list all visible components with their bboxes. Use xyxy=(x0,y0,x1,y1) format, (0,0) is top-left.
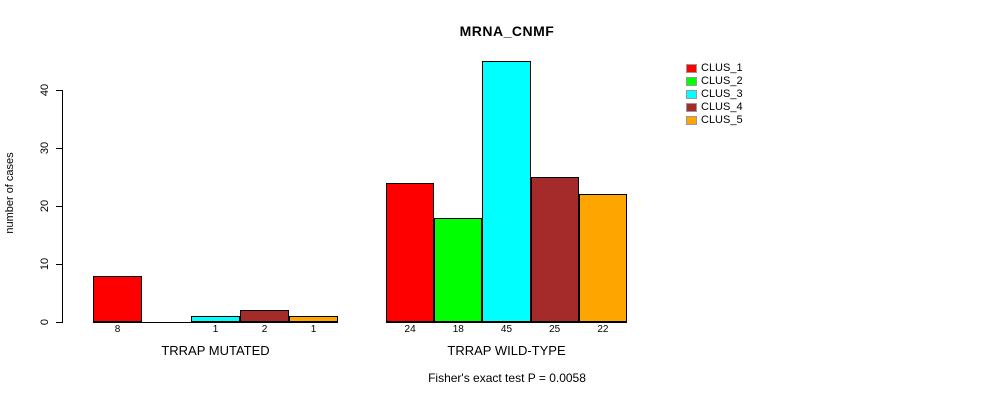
legend-swatch-icon xyxy=(686,116,697,125)
legend-label: CLUS_1 xyxy=(701,62,743,74)
legend-swatch-icon xyxy=(686,64,697,73)
y-tick-20 xyxy=(56,206,63,207)
y-tick-10 xyxy=(56,264,63,265)
y-tick-label-30: 30 xyxy=(39,141,51,155)
y-tick-40 xyxy=(56,90,63,91)
bar-group-trrap-wild-type xyxy=(386,60,627,323)
group-label-trrap-wild-type: TRRAP WILD-TYPE xyxy=(447,343,566,358)
bar-clus-4-trrap-mutated xyxy=(240,310,289,322)
bar-clus-4-trrap-wild-type xyxy=(530,177,579,322)
y-tick-label-40: 40 xyxy=(39,83,51,97)
legend-swatch-icon xyxy=(686,77,697,86)
bar-value-label-clus-5-trrap-wild-type: 22 xyxy=(597,324,609,335)
y-tick-label-0: 0 xyxy=(39,318,51,326)
legend-entry-clus-1: CLUS_1 xyxy=(686,62,743,75)
bar-clus-1-trrap-wild-type xyxy=(386,182,435,322)
bar-value-label-clus-5-trrap-mutated: 1 xyxy=(310,324,317,335)
legend-entry-clus-3: CLUS_3 xyxy=(686,88,743,101)
group-label-trrap-mutated: TRRAP MUTATED xyxy=(161,343,270,358)
bar-value-label-clus-4-trrap-wild-type: 25 xyxy=(549,324,561,335)
legend-label: CLUS_5 xyxy=(701,114,743,126)
legend-entry-clus-5: CLUS_5 xyxy=(686,114,743,127)
legend-swatch-icon xyxy=(686,90,697,99)
bar-clus-5-trrap-wild-type xyxy=(578,194,627,322)
bar-value-label-clus-3-trrap-wild-type: 45 xyxy=(500,324,513,335)
bar-clus-3-trrap-mutated xyxy=(191,316,240,322)
fisher-test-annotation: Fisher's exact test P = 0.0058 xyxy=(428,371,586,385)
legend-entry-clus-2: CLUS_2 xyxy=(686,75,743,88)
legend: CLUS_1 CLUS_2 CLUS_3 CLUS_4 CLUS_5 xyxy=(686,62,743,127)
legend-label: CLUS_2 xyxy=(701,75,743,87)
bar-value-label-clus-4-trrap-mutated: 2 xyxy=(261,324,268,335)
bar-group-trrap-mutated xyxy=(93,60,338,323)
y-tick-label-20: 20 xyxy=(39,199,51,213)
legend-swatch-icon xyxy=(686,103,697,112)
y-tick-label-10: 10 xyxy=(39,257,51,271)
legend-entry-clus-4: CLUS_4 xyxy=(686,101,743,114)
bar-value-label-clus-3-trrap-mutated: 1 xyxy=(212,324,219,335)
bar-value-label-clus-2-trrap-wild-type: 18 xyxy=(452,324,464,335)
y-axis-title: number of cases xyxy=(4,152,16,234)
bar-clus-5-trrap-mutated xyxy=(289,316,338,322)
y-tick-0 xyxy=(56,322,63,323)
bar-clus-1-trrap-mutated xyxy=(93,275,142,322)
bar-value-label-clus-1-trrap-mutated: 8 xyxy=(114,324,121,335)
legend-label: CLUS_4 xyxy=(701,101,743,113)
legend-label: CLUS_3 xyxy=(701,88,743,100)
chart-title: MRNA_CNMF xyxy=(459,23,555,39)
bar-clus-2-trrap-wild-type xyxy=(434,217,483,322)
bar-value-label-clus-1-trrap-wild-type: 24 xyxy=(404,324,416,335)
bar-clus-3-trrap-wild-type xyxy=(482,61,531,322)
y-tick-30 xyxy=(56,148,63,149)
